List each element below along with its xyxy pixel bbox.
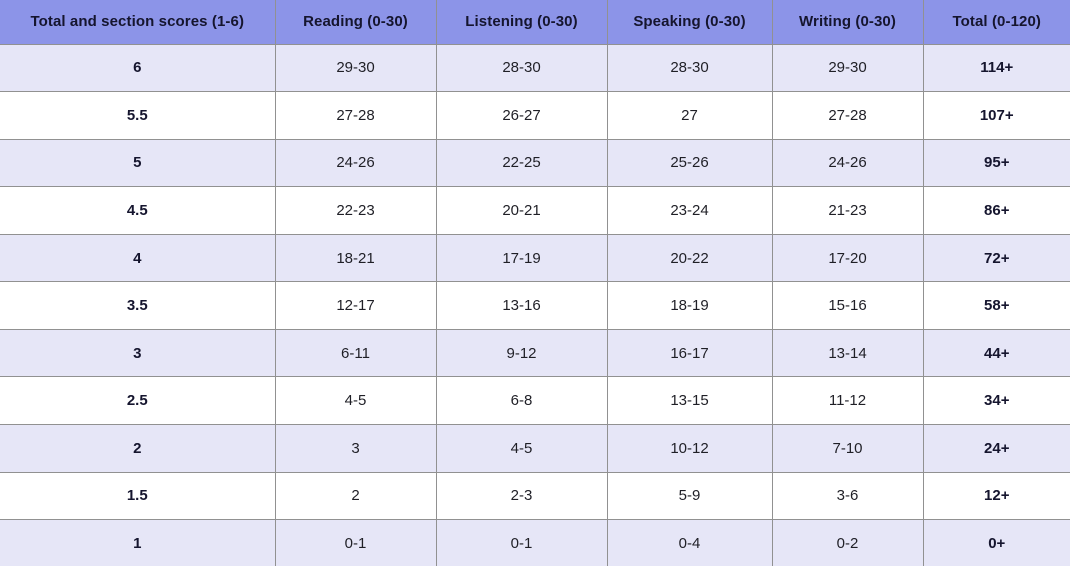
reading-score-cell: 4-5	[274, 376, 437, 425]
speaking-score-cell: 16-17	[606, 328, 773, 378]
table-row: 3.5 12-17 13-16 18-19 15-16 58+	[0, 281, 1070, 330]
table-header: Total and section scores (1-6) Reading (0…	[0, 0, 1070, 45]
reading-score-cell: 22-23	[274, 186, 437, 235]
total-score-cell: 107+	[922, 91, 1070, 140]
speaking-score-cell: 25-26	[606, 138, 773, 188]
listening-score-cell: 28-30	[435, 43, 608, 93]
listening-score-cell: 17-19	[435, 233, 608, 283]
table-row: 5.5 27-28 26-27 27 27-28 107+	[0, 91, 1070, 140]
listening-score-cell: 26-27	[435, 91, 608, 140]
total-score-cell: 24+	[922, 424, 1070, 473]
total-score-cell: 114+	[922, 43, 1070, 93]
total-score-cell: 72+	[922, 233, 1070, 283]
band-score-cell: 4.5	[0, 186, 276, 235]
listening-score-cell: 9-12	[435, 328, 608, 378]
reading-score-cell: 12-17	[274, 281, 437, 330]
total-score-cell: 0+	[922, 519, 1070, 566]
column-header-1: Reading (0-30)	[274, 0, 437, 45]
speaking-score-cell: 10-12	[606, 424, 773, 473]
table-row: 4.5 22-23 20-21 23-24 21-23 86+	[0, 186, 1070, 235]
listening-score-cell: 0-1	[435, 519, 608, 566]
table-row: 3 6-11 9-12 16-17 13-14 44+	[0, 328, 1070, 378]
table-body: 6 29-30 28-30 28-30 29-30 114+ 5.5 27-28 26-27 27…	[0, 43, 1070, 566]
reading-score-cell: 29-30	[274, 43, 437, 93]
listening-score-cell: 4-5	[435, 424, 608, 473]
speaking-score-cell: 18-19	[606, 281, 773, 330]
table-row: 1 0-1 0-1 0-4 0-2 0+	[0, 519, 1070, 566]
band-score-cell: 3	[0, 328, 276, 378]
band-score-cell: 4	[0, 233, 276, 283]
speaking-score-cell: 5-9	[606, 471, 773, 521]
speaking-score-cell: 13-15	[606, 376, 773, 425]
total-score-cell: 12+	[922, 471, 1070, 521]
speaking-score-cell: 28-30	[606, 43, 773, 93]
speaking-score-cell: 20-22	[606, 233, 773, 283]
table-row: 5 24-26 22-25 25-26 24-26 95+	[0, 138, 1070, 188]
writing-score-cell: 7-10	[771, 424, 924, 473]
writing-score-cell: 29-30	[771, 43, 924, 93]
speaking-score-cell: 0-4	[606, 519, 773, 566]
total-score-cell: 44+	[922, 328, 1070, 378]
writing-score-cell: 0-2	[771, 519, 924, 566]
column-header-2: Listening (0-30)	[435, 0, 608, 45]
writing-score-cell: 21-23	[771, 186, 924, 235]
speaking-score-cell: 23-24	[606, 186, 773, 235]
column-header-0: Total and section scores (1-6)	[0, 0, 276, 45]
table-row: 1.5 2 2-3 5-9 3-6 12+	[0, 471, 1070, 521]
header-row: Total and section scores (1-6) Reading (0…	[0, 0, 1070, 45]
band-score-cell: 2.5	[0, 376, 276, 425]
listening-score-cell: 2-3	[435, 471, 608, 521]
band-score-cell: 5.5	[0, 91, 276, 140]
reading-score-cell: 24-26	[274, 138, 437, 188]
reading-score-cell: 0-1	[274, 519, 437, 566]
writing-score-cell: 11-12	[771, 376, 924, 425]
column-header-3: Speaking (0-30)	[606, 0, 773, 45]
writing-score-cell: 17-20	[771, 233, 924, 283]
listening-score-cell: 22-25	[435, 138, 608, 188]
band-score-cell: 6	[0, 43, 276, 93]
band-score-cell: 5	[0, 138, 276, 188]
reading-score-cell: 2	[274, 471, 437, 521]
table-row: 2.5 4-5 6-8 13-15 11-12 34+	[0, 376, 1070, 425]
reading-score-cell: 3	[274, 424, 437, 473]
reading-score-cell: 27-28	[274, 91, 437, 140]
listening-score-cell: 13-16	[435, 281, 608, 330]
band-score-cell: 1.5	[0, 471, 276, 521]
column-header-4: Writing (0-30)	[771, 0, 924, 45]
band-score-cell: 2	[0, 424, 276, 473]
writing-score-cell: 15-16	[771, 281, 924, 330]
total-score-cell: 95+	[922, 138, 1070, 188]
speaking-score-cell: 27	[606, 91, 773, 140]
total-score-cell: 34+	[922, 376, 1070, 425]
listening-score-cell: 20-21	[435, 186, 608, 235]
writing-score-cell: 13-14	[771, 328, 924, 378]
total-score-cell: 86+	[922, 186, 1070, 235]
table-row: 6 29-30 28-30 28-30 29-30 114+	[0, 43, 1070, 93]
reading-score-cell: 6-11	[274, 328, 437, 378]
band-score-cell: 1	[0, 519, 276, 566]
writing-score-cell: 24-26	[771, 138, 924, 188]
column-header-5: Total (0-120)	[922, 0, 1070, 45]
table-row: 4 18-21 17-19 20-22 17-20 72+	[0, 233, 1070, 283]
writing-score-cell: 27-28	[771, 91, 924, 140]
writing-score-cell: 3-6	[771, 471, 924, 521]
table-row: 2 3 4-5 10-12 7-10 24+	[0, 424, 1070, 473]
band-score-cell: 3.5	[0, 281, 276, 330]
reading-score-cell: 18-21	[274, 233, 437, 283]
total-score-cell: 58+	[922, 281, 1070, 330]
listening-score-cell: 6-8	[435, 376, 608, 425]
